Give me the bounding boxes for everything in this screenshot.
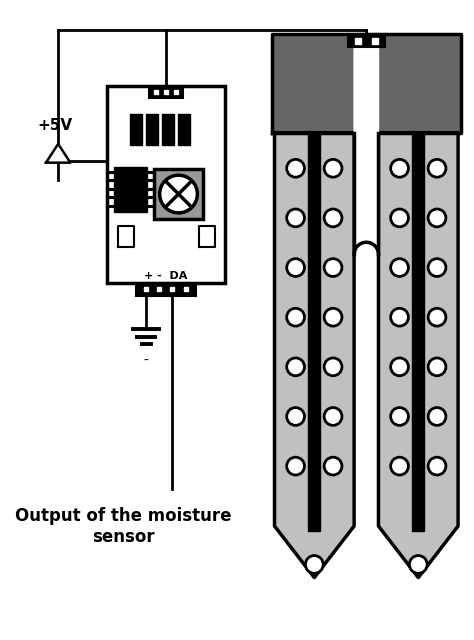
Polygon shape xyxy=(146,114,158,145)
Circle shape xyxy=(428,408,446,426)
Circle shape xyxy=(324,209,342,227)
Circle shape xyxy=(391,159,409,177)
Polygon shape xyxy=(46,144,70,163)
Polygon shape xyxy=(130,114,143,145)
Polygon shape xyxy=(118,227,134,247)
Text: Output of the moisture
sensor: Output of the moisture sensor xyxy=(16,508,232,546)
Circle shape xyxy=(428,308,446,326)
Circle shape xyxy=(391,408,409,426)
Circle shape xyxy=(428,209,446,227)
Circle shape xyxy=(428,259,446,276)
Polygon shape xyxy=(308,132,320,531)
Polygon shape xyxy=(114,167,147,212)
Circle shape xyxy=(324,159,342,177)
Circle shape xyxy=(324,308,342,326)
Circle shape xyxy=(287,259,304,276)
Text: +5V: +5V xyxy=(37,118,73,132)
Polygon shape xyxy=(378,132,458,577)
Circle shape xyxy=(160,175,197,213)
Polygon shape xyxy=(199,227,215,247)
Circle shape xyxy=(324,457,342,475)
Polygon shape xyxy=(274,132,354,577)
Circle shape xyxy=(287,457,304,475)
Text: + -  DA: + - DA xyxy=(144,271,188,281)
Circle shape xyxy=(324,408,342,426)
FancyBboxPatch shape xyxy=(107,86,225,282)
Circle shape xyxy=(428,358,446,376)
Circle shape xyxy=(287,209,304,227)
FancyBboxPatch shape xyxy=(347,35,385,47)
FancyBboxPatch shape xyxy=(149,86,182,98)
Circle shape xyxy=(287,308,304,326)
Circle shape xyxy=(391,457,409,475)
Polygon shape xyxy=(354,35,378,255)
Text: -: - xyxy=(144,354,149,368)
Circle shape xyxy=(391,358,409,376)
Circle shape xyxy=(410,556,427,573)
Circle shape xyxy=(428,457,446,475)
Circle shape xyxy=(391,209,409,227)
Polygon shape xyxy=(178,114,190,145)
FancyBboxPatch shape xyxy=(154,169,203,219)
Circle shape xyxy=(287,159,304,177)
Circle shape xyxy=(428,159,446,177)
Circle shape xyxy=(287,408,304,426)
Circle shape xyxy=(287,358,304,376)
Circle shape xyxy=(391,259,409,276)
Circle shape xyxy=(305,556,323,573)
Circle shape xyxy=(391,308,409,326)
Circle shape xyxy=(324,358,342,376)
Circle shape xyxy=(324,259,342,276)
Polygon shape xyxy=(412,132,424,531)
Polygon shape xyxy=(272,35,461,132)
Polygon shape xyxy=(162,114,174,145)
FancyBboxPatch shape xyxy=(136,282,196,296)
